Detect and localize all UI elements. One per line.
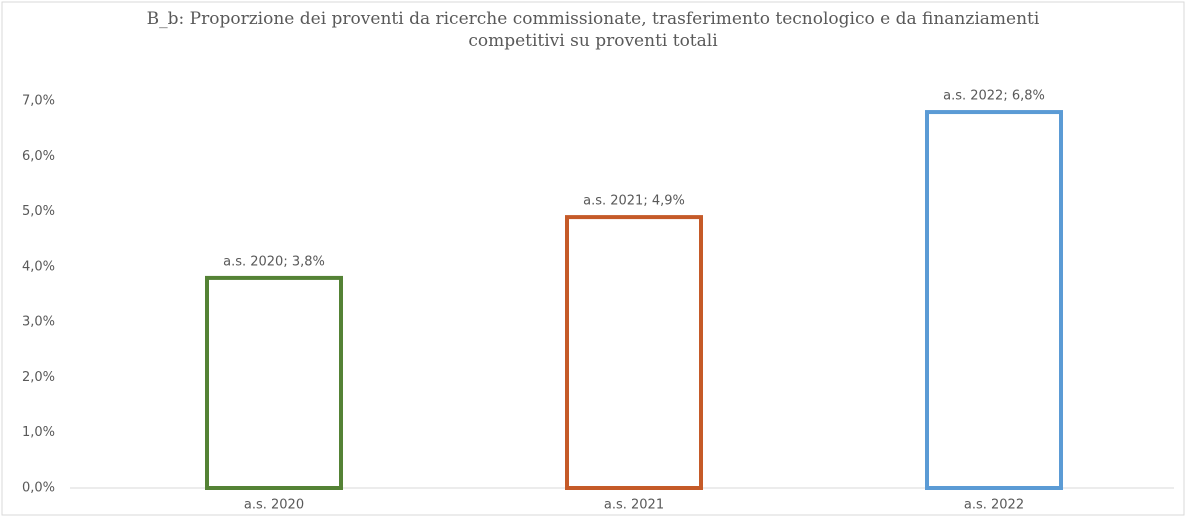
data-label: a.s. 2021; 4,9% xyxy=(583,194,685,209)
bar xyxy=(925,110,1063,491)
y-tick-label: 6,0% xyxy=(22,149,55,164)
y-tick-label: 2,0% xyxy=(22,370,55,385)
y-tick-label: 7,0% xyxy=(22,94,55,109)
y-tick-label: 5,0% xyxy=(22,204,55,219)
chart-title: B_b: Proporzione dei proventi da ricerch… xyxy=(146,9,1040,51)
y-tick-label: 4,0% xyxy=(22,259,55,274)
y-tick-label: 1,0% xyxy=(22,425,55,440)
x-tick-label: a.s. 2022 xyxy=(964,498,1024,513)
y-tick-label: 0,0% xyxy=(22,481,55,496)
bar xyxy=(205,275,343,490)
y-tick-label: 3,0% xyxy=(22,315,55,330)
data-label: a.s. 2022; 6,8% xyxy=(943,89,1045,104)
bar xyxy=(565,215,703,490)
data-label: a.s. 2020; 3,8% xyxy=(223,254,325,269)
x-tick-label: a.s. 2021 xyxy=(604,498,664,513)
x-tick-label: a.s. 2020 xyxy=(244,498,304,513)
